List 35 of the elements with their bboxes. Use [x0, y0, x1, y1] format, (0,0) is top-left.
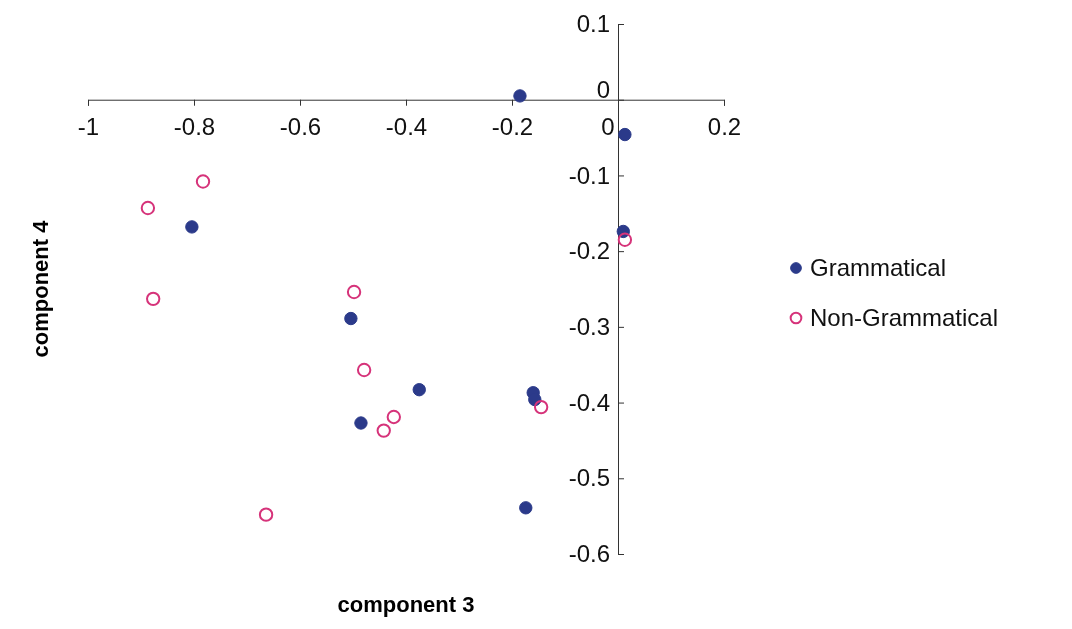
y-tick-label: -0.5 — [568, 464, 610, 492]
x-axis-title: component 3 — [337, 592, 475, 617]
y-tick-label: -0.4 — [568, 388, 610, 416]
point — [412, 383, 426, 397]
point — [354, 416, 368, 430]
y-tick-label: -0.6 — [568, 540, 610, 568]
x-tick-label: -0.2 — [491, 113, 534, 141]
legend-label: Non-Grammatical — [810, 304, 999, 332]
y-tick-label: 0.1 — [576, 10, 610, 38]
x-tick-label: -1 — [77, 113, 100, 141]
point — [618, 127, 632, 142]
x-tick-label: -0.4 — [385, 113, 428, 141]
point — [513, 89, 527, 103]
point — [376, 423, 391, 438]
x-tick-label: -0.8 — [173, 113, 216, 141]
point — [258, 507, 274, 522]
y-tick-label: -0.3 — [568, 313, 610, 341]
point — [346, 284, 362, 300]
y-axis-title: component 4 — [28, 219, 53, 358]
point — [519, 501, 533, 515]
point — [386, 409, 401, 425]
point — [146, 291, 161, 307]
point — [617, 232, 633, 247]
y-tick-label: 0 — [596, 75, 610, 103]
y-tick-label: -0.1 — [568, 161, 610, 189]
x-tick-label: 0.2 — [707, 113, 742, 141]
y-tick-label: -0.2 — [568, 237, 610, 265]
point — [185, 220, 199, 234]
legend-label: Grammatical — [810, 254, 947, 282]
point — [356, 362, 372, 378]
point — [140, 200, 156, 216]
point — [533, 399, 549, 415]
x-tick-label: -0.6 — [279, 113, 322, 141]
point — [195, 174, 211, 189]
point — [344, 311, 358, 326]
